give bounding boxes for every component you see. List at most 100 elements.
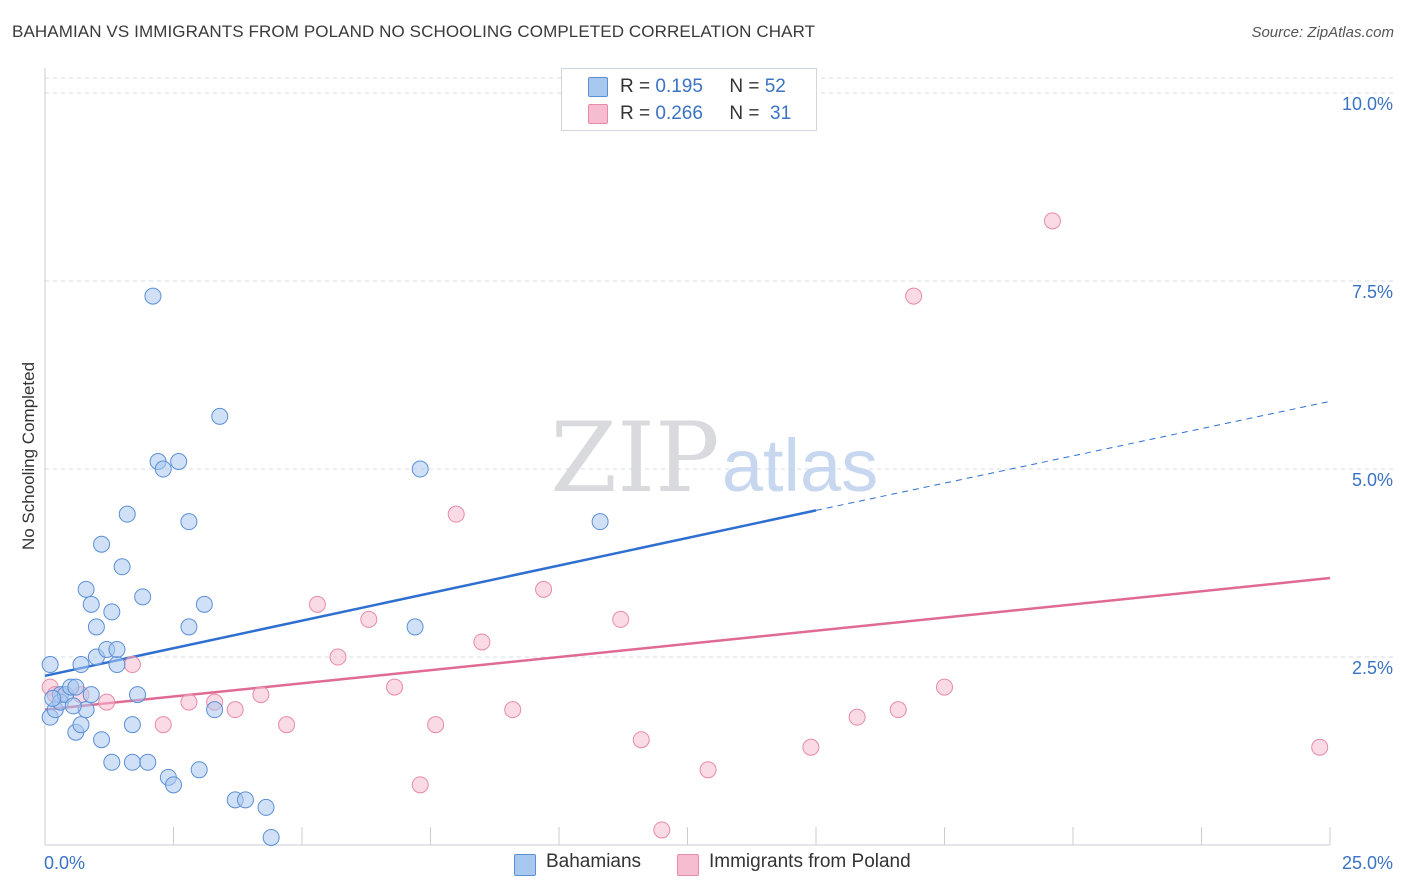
bahamians-point [113, 558, 131, 576]
bahamians-point [180, 618, 198, 636]
correlation-legend: R = 0.195 N = 52 R = 0.266 N = 31 [561, 68, 817, 131]
bahamians-point [82, 595, 100, 613]
bahamians-trend-line [44, 509, 817, 678]
legend-r-label: R = [620, 103, 651, 124]
legend-swatch-blue [588, 77, 608, 97]
poland-point [632, 731, 650, 749]
bahamians-point [82, 686, 100, 704]
axes: 2.5% 5.0% 7.5% 10.0% 0.0% 25.0% [44, 68, 1393, 873]
bahamians-point [72, 656, 90, 674]
legend-r-label: R = [620, 76, 651, 97]
poland-point [308, 595, 326, 613]
y-tick-label: 10.0% [1342, 94, 1393, 114]
bahamians-point [72, 716, 90, 734]
poland-point [278, 716, 296, 734]
bahamians-point [129, 686, 147, 704]
poland-point [226, 701, 244, 719]
bahamians-point [93, 731, 111, 749]
x-tick-label: 25.0% [1342, 853, 1393, 873]
poland-point [360, 610, 378, 628]
legend-swatch-pink [588, 104, 608, 124]
legend-r-value: 0.195 [655, 76, 703, 97]
bahamians-point [206, 701, 224, 719]
poland-point [653, 821, 671, 839]
poland-point [447, 505, 465, 523]
bahamians-point [108, 656, 126, 674]
poland-point [889, 701, 907, 719]
y-tick-label: 7.5% [1352, 282, 1393, 302]
bahamians-point [123, 753, 141, 771]
bahamians-point [134, 588, 152, 606]
bahamians-point [103, 753, 121, 771]
bahamians-point [257, 798, 275, 816]
bahamians-point [411, 460, 429, 478]
poland-point [1043, 212, 1061, 230]
x-tick-label: 0.0% [44, 853, 85, 873]
bahamians-point [170, 453, 188, 470]
poland-point [535, 580, 553, 598]
bahamians-point [67, 678, 85, 696]
bahamians-point [93, 535, 111, 553]
bahamians-point [87, 618, 105, 636]
y-axis-label: No Schooling Completed [19, 362, 38, 550]
bahamians-point [262, 828, 280, 846]
legend-swatch-blue [514, 854, 536, 876]
gridlines [45, 77, 1393, 658]
y-tick-label: 5.0% [1352, 470, 1393, 490]
poland-point [252, 686, 270, 704]
bahamians-point [195, 595, 213, 613]
bahamians-point [44, 689, 62, 707]
bahamians-point [406, 618, 424, 636]
poland-point [180, 693, 198, 711]
bahamians-point [108, 640, 126, 658]
poland-point [411, 776, 429, 794]
source-credit: Source: ZipAtlas.com [1251, 24, 1394, 41]
poland-point [473, 633, 491, 651]
bahamians-point [236, 791, 254, 809]
poland-trend-line [44, 576, 1331, 711]
bahamians-trend-extension [815, 400, 1331, 511]
bahamians-point [180, 513, 198, 531]
legend-label-poland: Immigrants from Poland [709, 851, 911, 872]
legend-n-value: 31 [770, 103, 792, 124]
legend-n-value: 52 [764, 76, 786, 97]
bahamians-point [123, 716, 141, 734]
bahamians-point [211, 407, 229, 425]
data-points [41, 212, 1329, 846]
poland-point [427, 716, 445, 734]
poland-point [154, 716, 172, 734]
chart-title: BAHAMIAN VS IMMIGRANTS FROM POLAND NO SC… [12, 22, 816, 41]
legend-swatch-pink [677, 854, 699, 876]
bahamians-point [41, 656, 59, 674]
watermark-zip: ZIP [550, 402, 719, 514]
bahamians-point [77, 580, 95, 598]
bahamians-point [154, 460, 172, 478]
poland-point [699, 761, 717, 779]
poland-point [905, 287, 923, 305]
poland-point [329, 648, 347, 666]
legend-n-label: N = [729, 76, 760, 97]
bahamians-point [64, 697, 82, 715]
legend-label-bahamians: Bahamians [546, 851, 642, 872]
poland-point [386, 678, 404, 696]
poland-point [98, 693, 116, 711]
poland-point [504, 701, 522, 719]
poland-point [612, 610, 630, 628]
poland-point [1311, 738, 1329, 756]
legend-n-label: N = [729, 103, 760, 124]
bahamians-point [118, 505, 136, 523]
bahamians-point [139, 753, 157, 771]
y-tick-label: 2.5% [1352, 658, 1393, 678]
bahamians-point [165, 776, 182, 794]
legend-r-value: 0.266 [655, 103, 703, 124]
zipatlas-watermark: ZIP atlas [550, 402, 878, 514]
bahamians-point [103, 603, 121, 621]
poland-point [802, 738, 820, 756]
bahamians-point [591, 513, 609, 531]
bahamians-point [190, 761, 208, 779]
poland-point [848, 708, 866, 726]
watermark-atlas: atlas [722, 424, 878, 507]
bahamians-point [144, 287, 162, 305]
poland-point [123, 656, 141, 674]
